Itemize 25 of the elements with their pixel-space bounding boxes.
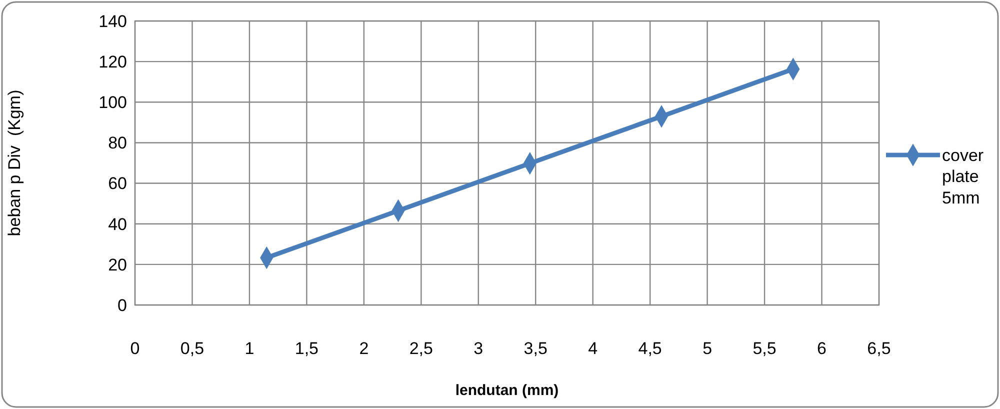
x-tick-label: 5 [702, 339, 712, 358]
x-tick-label: 2,5 [409, 339, 433, 358]
x-tick-label: 3 [474, 339, 484, 358]
x-tick-label: 5,5 [752, 339, 776, 358]
x-tick-label: 4 [588, 339, 598, 358]
x-tick-label: 3,5 [524, 339, 548, 358]
x-tick-label: 1,5 [294, 339, 319, 358]
x-tick-label: 2 [359, 339, 369, 358]
x-axis-title: lendutan (mm) [455, 382, 559, 399]
x-tick-label: 6 [817, 339, 827, 358]
y-tick-label: 0 [118, 296, 127, 315]
y-tick-label: 20 [108, 255, 127, 274]
x-tick-label: 4,5 [638, 339, 662, 358]
y-tick-label: 60 [108, 174, 127, 194]
legend-label: cover plate 5mm [942, 146, 984, 208]
y-tick-label: 140 [98, 12, 127, 31]
y-tick-label: 40 [108, 214, 127, 234]
x-tick-label: 1 [244, 339, 254, 358]
y-axis-title: beban p Div (Kgm) [5, 90, 24, 236]
y-tick-label: 120 [98, 52, 127, 72]
x-tick-label: 0,5 [180, 339, 204, 358]
x-tick-label: 6,5 [867, 339, 891, 358]
y-tick-label: 100 [98, 93, 127, 112]
x-tick-label: 0 [130, 339, 140, 358]
y-tick-label: 80 [108, 134, 127, 153]
